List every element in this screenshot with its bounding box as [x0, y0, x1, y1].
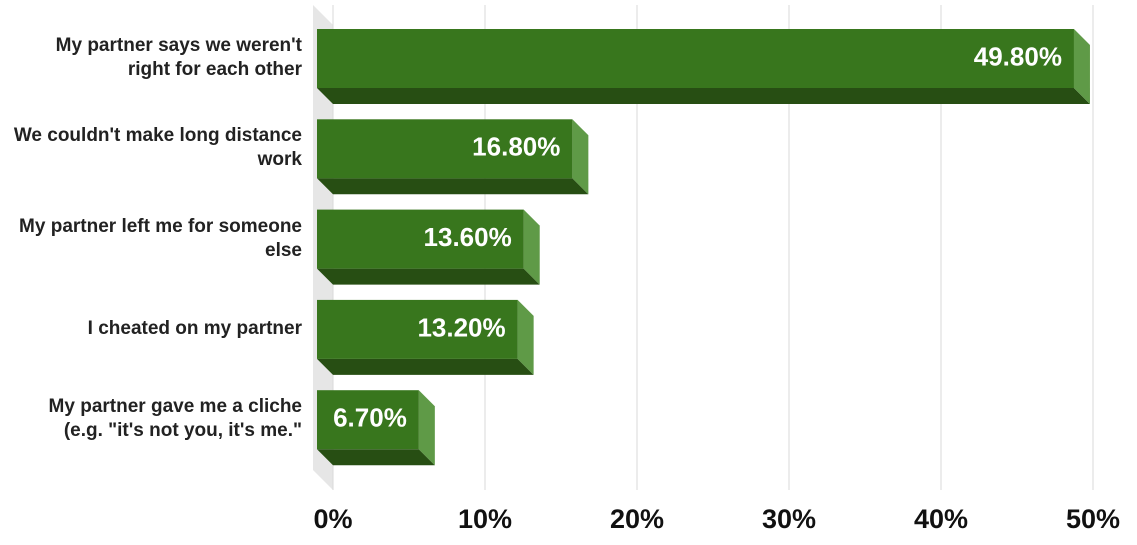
bar	[317, 209, 524, 269]
x-tick-label: 40%	[914, 504, 968, 534]
bar	[317, 29, 1074, 88]
category-label: My partner left me for someone else	[19, 215, 302, 261]
value-label: 6.70%	[333, 403, 407, 433]
bar-bottom	[317, 178, 589, 195]
value-label: 13.20%	[417, 312, 505, 342]
x-tick-label: 30%	[762, 504, 816, 534]
bar-bottom	[317, 88, 1090, 104]
value-label: 13.60%	[424, 222, 512, 252]
category-label: My partner gave me a cliche (e.g. "it's …	[48, 396, 302, 442]
bar-side	[418, 390, 435, 466]
bar-bottom	[317, 358, 534, 375]
x-tick-label: 50%	[1066, 504, 1120, 534]
bar	[317, 119, 573, 179]
bar-bottom	[317, 449, 435, 466]
bar-side	[1073, 29, 1090, 104]
bar	[317, 299, 518, 359]
value-label: 49.80%	[974, 41, 1062, 71]
category-label: We couldn't make long distance work	[13, 125, 302, 171]
category-label: My partner says we weren't right for eac…	[55, 35, 302, 80]
value-label: 16.80%	[472, 132, 560, 162]
x-tick-label: 0%	[313, 504, 352, 534]
bar-bottom	[317, 268, 540, 285]
bar-side	[523, 209, 540, 285]
x-tick-label: 20%	[610, 504, 664, 534]
x-tick-label: 10%	[458, 504, 512, 534]
bar-side	[572, 119, 589, 195]
category-label: I cheated on my partner	[87, 317, 302, 339]
bar-side	[517, 299, 534, 375]
bar	[317, 390, 419, 450]
